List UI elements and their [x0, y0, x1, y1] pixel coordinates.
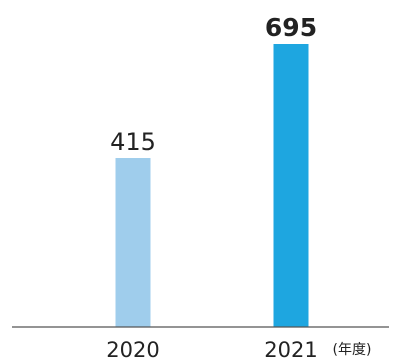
- x-unit-label: (年度): [333, 342, 372, 358]
- value-label-2021: 695: [265, 13, 317, 42]
- x-tick-label-2020: 2020: [106, 338, 159, 360]
- x-tick-label-2021: 2021: [264, 338, 317, 360]
- bar-2020: [115, 158, 151, 327]
- value-label-2020: 415: [110, 128, 156, 156]
- bars-group: [115, 44, 309, 327]
- x-tick-labels-group: 2020 2021: [106, 338, 317, 360]
- value-labels-group: 415 695: [110, 13, 317, 156]
- bar-2021: [273, 44, 309, 327]
